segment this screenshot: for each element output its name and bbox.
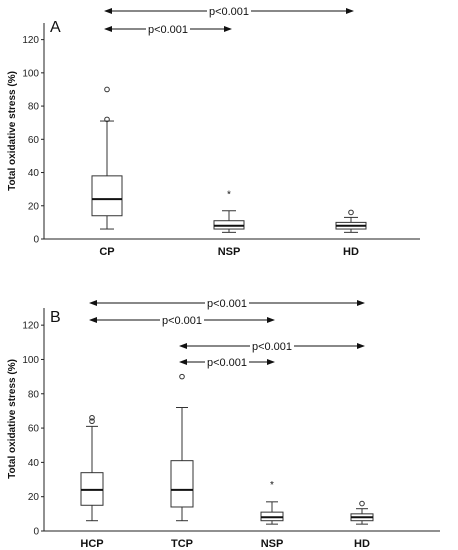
box-hd <box>350 500 374 525</box>
outlier-point <box>89 418 95 425</box>
p-value-label: p<0.001 <box>207 357 247 369</box>
y-tick-label: 60 <box>28 135 40 146</box>
x-category-label: TCP <box>171 538 193 550</box>
outlier-point <box>179 373 185 380</box>
panel-b: 0 20 40 60 80 100 120 Total oxidative stress (%… <box>7 298 440 550</box>
y-tick-label: 100 <box>22 68 39 79</box>
y-tick-label: 120 <box>22 321 39 332</box>
y-tick-label: 60 <box>28 424 40 435</box>
y-tick-label: 40 <box>28 168 40 179</box>
x-category-label: HD <box>354 538 370 550</box>
significance-bracket: p<0.001 <box>89 315 275 327</box>
iqr-box <box>91 175 123 217</box>
y-tick-label: 80 <box>28 389 40 400</box>
iqr-box <box>170 460 194 508</box>
y-tick-label: 0 <box>33 527 39 538</box>
significance-bracket: p<0.001 <box>104 24 232 36</box>
p-value-label: p<0.001 <box>162 315 202 327</box>
p-value-label: p<0.001 <box>252 341 292 353</box>
x-category-label: HCP <box>80 538 103 550</box>
y-tick-label: 40 <box>28 458 40 469</box>
box-nsp: * <box>260 480 284 525</box>
outlier-point <box>104 86 110 93</box>
x-category-label: NSP <box>218 246 241 258</box>
y-tick-label: 80 <box>28 102 40 113</box>
box-nsp: * <box>213 189 245 233</box>
y-tick-label: 20 <box>28 201 40 212</box>
box-hd <box>335 209 367 233</box>
significance-bracket: p<0.001 <box>179 341 365 353</box>
outlier-point <box>348 209 354 216</box>
p-value-label: p<0.001 <box>207 298 247 310</box>
y-tick-label: 0 <box>33 235 39 246</box>
p-value-label: p<0.001 <box>209 6 249 18</box>
p-value-label: p<0.001 <box>148 24 188 36</box>
y-tick-label: 120 <box>22 35 39 46</box>
y-axis-title: Total oxidative stress (%) <box>7 359 18 479</box>
outlier-point <box>359 500 365 507</box>
extreme-outlier-point: * <box>270 480 274 491</box>
extreme-outlier-point: * <box>227 189 231 200</box>
panel-a: 0 20 40 60 80 100 120 Total oxidative stress (%… <box>7 6 420 258</box>
y-tick-label: 100 <box>22 355 39 366</box>
panel-letter: B <box>50 309 61 326</box>
y-tick-label: 20 <box>28 492 40 503</box>
outlier-point <box>104 116 110 123</box>
x-category-label: NSP <box>261 538 284 550</box>
box-tcp <box>170 373 194 522</box>
outlier-point <box>89 414 95 421</box>
significance-bracket: p<0.001 <box>104 6 354 18</box>
y-axis-title: Total oxidative stress (%) <box>7 71 18 191</box>
panel-letter: A <box>50 19 61 36</box>
x-category-label: HD <box>343 246 359 258</box>
significance-bracket: p<0.001 <box>179 357 275 369</box>
box-cp <box>91 86 123 230</box>
box-hcp <box>80 414 104 522</box>
significance-bracket: p<0.001 <box>89 298 365 310</box>
x-category-label: CP <box>99 246 114 258</box>
